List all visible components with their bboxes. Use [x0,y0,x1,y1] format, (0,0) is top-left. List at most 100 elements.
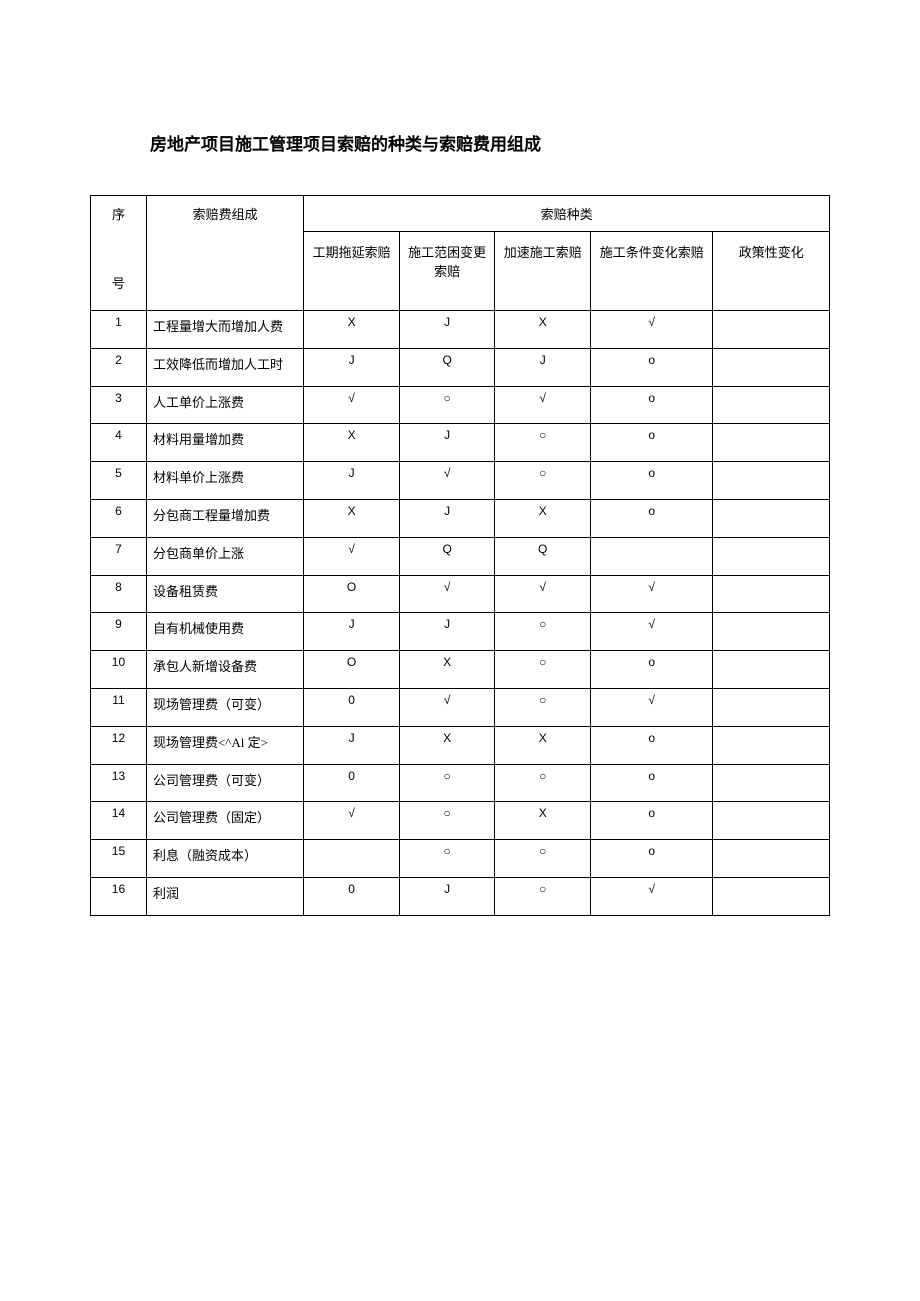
seq-cell: 11 [91,688,147,726]
seq-cell: 10 [91,651,147,689]
data-cell: ○ [495,877,591,915]
header-c2: 施工范困变更索赔 [399,232,495,311]
data-cell: Q [399,348,495,386]
table-row: 15利息（融资成本）○○o [91,840,830,878]
header-seq-bottom: 号 [95,273,142,292]
seq-cell: 3 [91,386,147,424]
data-cell: √ [304,537,400,575]
data-cell: X [304,311,400,349]
data-cell: o [591,462,713,500]
data-cell: J [304,613,400,651]
data-cell [713,877,830,915]
data-cell: o [591,386,713,424]
item-cell: 现场管理费（可变） [146,688,303,726]
data-cell [713,802,830,840]
data-cell [713,575,830,613]
item-cell: 利润 [146,877,303,915]
data-cell [713,386,830,424]
data-cell: ○ [495,651,591,689]
data-cell: √ [304,802,400,840]
page-title: 房地产项目施工管理项目索赔的种类与索赔费用组成 [150,130,830,155]
data-cell [304,840,400,878]
data-cell: ○ [495,424,591,462]
data-cell: √ [591,688,713,726]
seq-cell: 15 [91,840,147,878]
data-cell: X [495,726,591,764]
table-row: 4材料用量增加费XJ○o [91,424,830,462]
table-row: 8设备租赁费O√√√ [91,575,830,613]
data-cell: ○ [495,688,591,726]
data-cell: J [399,613,495,651]
data-cell: X [304,424,400,462]
data-cell: o [591,424,713,462]
table-row: 3人工单价上涨费√○√o [91,386,830,424]
table-row: 1工程量增大而增加人费XJX√ [91,311,830,349]
header-c5: 政策性变化 [713,232,830,311]
data-cell: ○ [399,802,495,840]
data-cell: √ [495,386,591,424]
data-cell: ○ [495,613,591,651]
data-cell [713,764,830,802]
data-cell: 0 [304,688,400,726]
data-cell: Q [399,537,495,575]
data-cell: J [304,348,400,386]
item-cell: 公司管理费（可变） [146,764,303,802]
data-cell: ○ [495,764,591,802]
header-seq-top: 序 [95,204,142,223]
seq-cell: 7 [91,537,147,575]
seq-cell: 6 [91,499,147,537]
table-row: 11现场管理费（可变）0√○√ [91,688,830,726]
table-row: 13公司管理费（可变）0○○o [91,764,830,802]
data-cell: √ [399,575,495,613]
data-cell: √ [495,575,591,613]
data-cell [713,651,830,689]
data-cell: √ [399,462,495,500]
item-cell: 工效降低而增加人工时 [146,348,303,386]
header-c3: 加速施工索赔 [495,232,591,311]
data-cell [713,462,830,500]
seq-cell: 8 [91,575,147,613]
data-cell: J [304,726,400,764]
data-cell [713,424,830,462]
seq-cell: 1 [91,311,147,349]
data-cell: √ [304,386,400,424]
data-cell [713,311,830,349]
data-cell: J [399,877,495,915]
seq-cell: 12 [91,726,147,764]
seq-cell: 13 [91,764,147,802]
item-cell: 材料用量增加费 [146,424,303,462]
data-cell: X [495,311,591,349]
header-c1: 工期拖延索赔 [304,232,400,311]
data-cell: 0 [304,877,400,915]
data-cell: ○ [399,764,495,802]
item-cell: 现场管理费<^Al 定> [146,726,303,764]
data-cell: √ [591,877,713,915]
table-row: 12现场管理费<^Al 定>JXXo [91,726,830,764]
data-cell [713,348,830,386]
table-row: 14公司管理费（固定）√○Xo [91,802,830,840]
data-cell: X [399,651,495,689]
data-cell: 0 [304,764,400,802]
data-cell [713,840,830,878]
data-cell: ○ [399,840,495,878]
seq-cell: 5 [91,462,147,500]
seq-cell: 9 [91,613,147,651]
data-cell: o [591,802,713,840]
item-cell: 公司管理费（固定） [146,802,303,840]
table-row: 10承包人新增设备费OX○o [91,651,830,689]
item-cell: 工程量增大而增加人费 [146,311,303,349]
table-row: 5材料单价上涨费J√○o [91,462,830,500]
item-cell: 承包人新增设备费 [146,651,303,689]
item-cell: 自有机械使用费 [146,613,303,651]
data-cell: o [591,348,713,386]
data-cell [713,537,830,575]
data-cell [713,726,830,764]
data-cell [591,537,713,575]
data-cell: O [304,651,400,689]
data-cell: ○ [495,840,591,878]
data-cell: J [399,311,495,349]
data-cell: Q [495,537,591,575]
seq-cell: 4 [91,424,147,462]
data-cell: √ [591,311,713,349]
data-cell: X [495,802,591,840]
